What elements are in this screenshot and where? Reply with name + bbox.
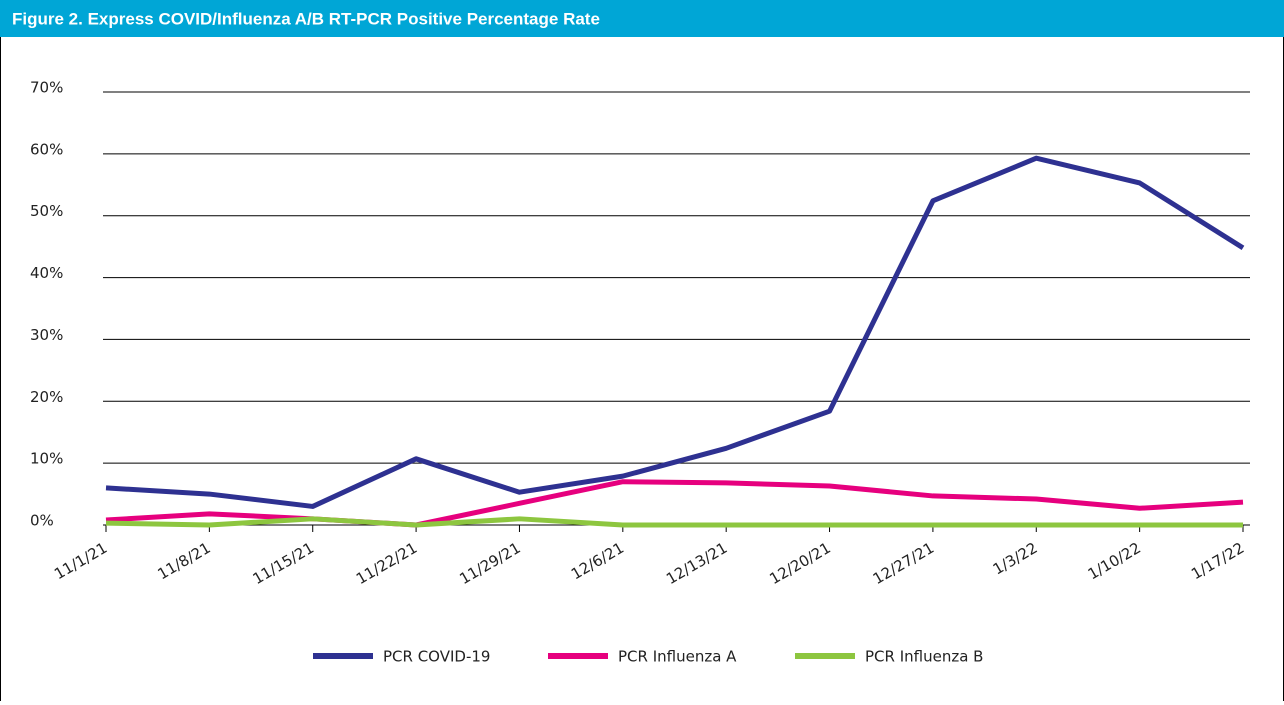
chart-title: Figure 2. Express COVID/Influenza A/B RT…: [12, 9, 600, 28]
x-tick-label: 1/17/22: [1188, 539, 1247, 584]
legend-label: PCR Influenza A: [618, 648, 737, 666]
y-tick-label: 60%: [30, 140, 63, 158]
series-line: [105, 155, 1245, 509]
x-tick-label: 12/27/21: [870, 539, 937, 588]
header-bar: [0, 0, 1284, 37]
series-line: [105, 516, 1243, 528]
y-tick-label: 20%: [30, 388, 63, 406]
y-tick-label: 50%: [30, 202, 63, 220]
x-tick-label: 12/13/21: [663, 539, 730, 588]
y-tick-label: 40%: [30, 264, 63, 282]
x-tick-label: 11/22/21: [353, 539, 420, 588]
x-tick-label: 11/8/21: [155, 539, 214, 584]
x-tick-label: 12/20/21: [766, 539, 833, 588]
x-tick-label: 11/15/21: [250, 539, 317, 588]
legend-label: PCR COVID-19: [383, 648, 490, 666]
x-tick-label: 1/10/22: [1085, 539, 1144, 584]
x-tick-label: 11/1/21: [51, 539, 110, 584]
x-tick-label: 11/29/21: [456, 539, 523, 588]
y-tick-label: 70%: [30, 79, 63, 97]
legend-label: PCR Influenza B: [865, 648, 983, 666]
y-tick-label: 10%: [30, 450, 63, 468]
x-tick-label: 12/6/21: [568, 539, 627, 584]
x-tick-label: 1/3/22: [990, 539, 1041, 579]
y-tick-label: 30%: [30, 326, 63, 344]
y-tick-label: 0%: [30, 512, 54, 530]
